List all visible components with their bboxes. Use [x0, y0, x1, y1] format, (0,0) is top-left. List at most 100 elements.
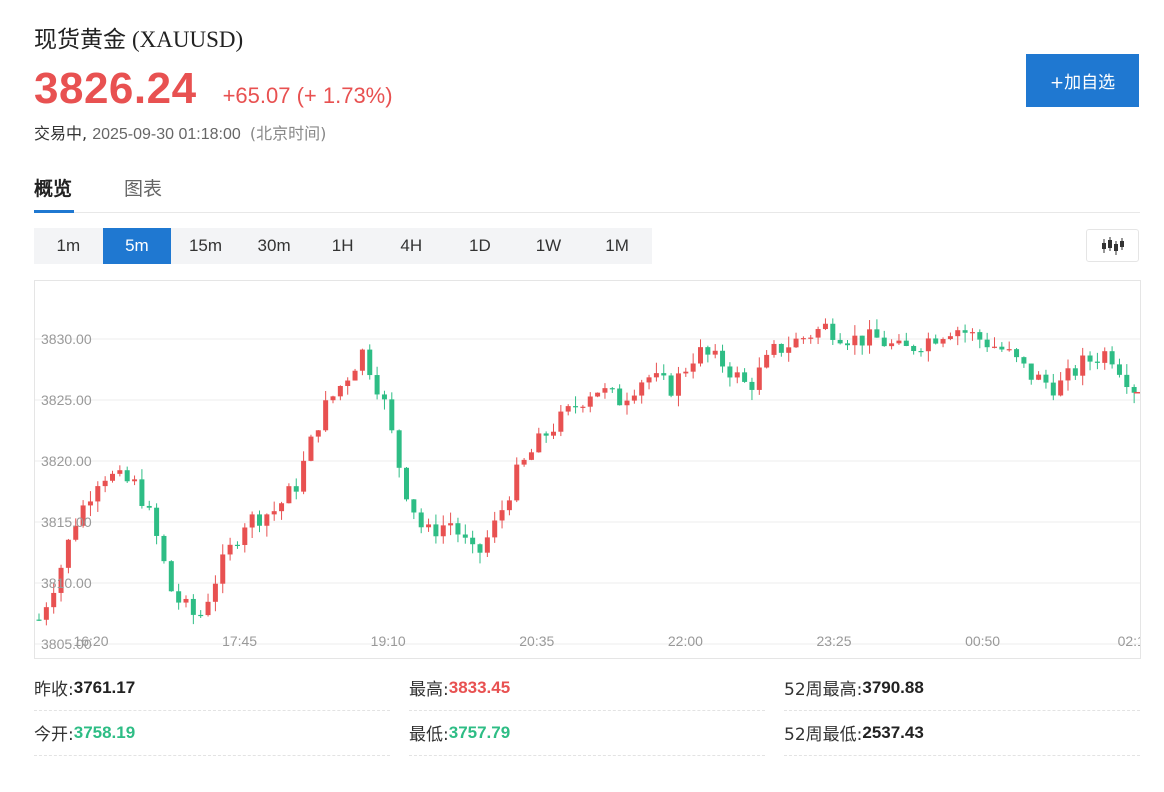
candle — [1087, 351, 1093, 371]
period-1d[interactable]: 1D — [468, 236, 491, 255]
candle — [947, 332, 953, 341]
candle — [293, 478, 299, 500]
candle — [499, 500, 505, 529]
candle — [470, 530, 476, 554]
candle — [617, 384, 623, 406]
candle — [279, 501, 285, 520]
candle — [830, 318, 836, 345]
y-tick-label: 3810.00 — [41, 575, 92, 591]
y-tick-label: 3825.00 — [41, 392, 92, 408]
stat-52wk-high: 52周最高: 3790.88 — [784, 665, 1140, 711]
candle — [749, 377, 755, 401]
x-tick-label: 16:20 — [73, 633, 108, 649]
candle — [925, 332, 931, 362]
tab-bar: 概览 图表 — [34, 170, 1140, 213]
candle — [190, 594, 196, 625]
candle — [1072, 364, 1078, 380]
period-15m[interactable]: 15m — [188, 236, 223, 255]
price-row: 3826.24 +65.07 (+ 1.73%) — [34, 64, 393, 114]
candle — [822, 318, 828, 331]
candle — [778, 343, 784, 357]
candle — [661, 364, 667, 380]
candle — [896, 334, 902, 345]
candle — [536, 427, 542, 453]
candle — [1021, 356, 1027, 368]
candle — [764, 350, 770, 369]
stat-value: 3790.88 — [862, 677, 924, 697]
candle — [683, 367, 689, 377]
candle — [176, 583, 182, 610]
stat-52wk-low: 52周最低: 2537.43 — [784, 710, 1140, 756]
period-30m[interactable]: 30m — [257, 236, 291, 255]
candle — [418, 508, 424, 534]
period-1w[interactable]: 1W — [535, 236, 562, 255]
candle — [808, 334, 814, 344]
period-1h[interactable]: 1H — [331, 236, 354, 255]
candlestick-chart[interactable]: 3830.00 3825.00 3820.00 3815.00 3810.00 3805.… — [34, 280, 1141, 659]
candle — [624, 392, 630, 415]
trading-status: 交易中, 2025-09-30 01:18:00 (北京时间) — [34, 120, 326, 144]
candle — [352, 368, 358, 381]
stat-value: 3758.19 — [73, 722, 136, 742]
candle — [705, 345, 711, 363]
candle — [330, 395, 336, 404]
candle — [462, 524, 468, 544]
candle — [102, 476, 108, 493]
stat-label: 今开: — [34, 725, 74, 745]
candle — [492, 511, 498, 543]
candle — [587, 392, 593, 413]
candle — [631, 389, 637, 404]
candle — [433, 514, 439, 544]
candle — [962, 324, 968, 343]
period-4h[interactable]: 4H — [400, 236, 423, 255]
candle — [1131, 384, 1137, 404]
candle — [815, 326, 821, 345]
current-price: 3826.24 — [34, 64, 197, 113]
candle — [1014, 348, 1020, 363]
candle — [793, 332, 799, 348]
candle — [455, 517, 461, 543]
candle — [337, 385, 343, 401]
candle — [984, 332, 990, 352]
candle — [646, 374, 652, 390]
candle — [183, 595, 189, 608]
period-1mo[interactable]: 1M — [605, 236, 629, 255]
tab-overview[interactable]: 概览 — [34, 174, 75, 213]
candle — [786, 336, 792, 362]
candle — [712, 344, 718, 359]
candle — [212, 575, 218, 612]
candle — [955, 326, 961, 346]
stat-label: 最高: — [409, 680, 449, 700]
candle — [940, 337, 946, 348]
x-tick-label: 00:50 — [965, 633, 1000, 649]
period-5m[interactable]: 5m — [102, 228, 172, 264]
candle — [359, 348, 365, 376]
candle — [1116, 358, 1122, 378]
candle — [448, 512, 454, 536]
candle — [484, 530, 490, 558]
candle — [286, 483, 292, 504]
candle — [110, 470, 115, 483]
candle — [73, 518, 79, 542]
candle — [845, 340, 850, 350]
candle — [506, 496, 512, 516]
tab-chart[interactable]: 图表 — [124, 178, 163, 200]
period-1m[interactable]: 1m — [56, 236, 81, 255]
candle — [514, 457, 520, 503]
candle — [301, 451, 307, 495]
candle — [58, 564, 64, 602]
candle — [95, 481, 101, 512]
candle — [595, 392, 601, 398]
instrument-name: 现货黄金 — [34, 27, 126, 53]
candle — [800, 336, 806, 344]
candle — [220, 544, 226, 594]
candle — [551, 423, 556, 440]
chart-type-button[interactable] — [1086, 229, 1139, 262]
add-watchlist-button[interactable]: +加自选 — [1026, 54, 1139, 107]
y-tick-label: 3820.00 — [41, 453, 92, 469]
candle — [977, 329, 983, 349]
x-tick-label: 19:10 — [371, 633, 406, 649]
candle — [396, 429, 402, 478]
x-tick-label: 22:00 — [668, 633, 703, 649]
candle — [1036, 371, 1042, 381]
